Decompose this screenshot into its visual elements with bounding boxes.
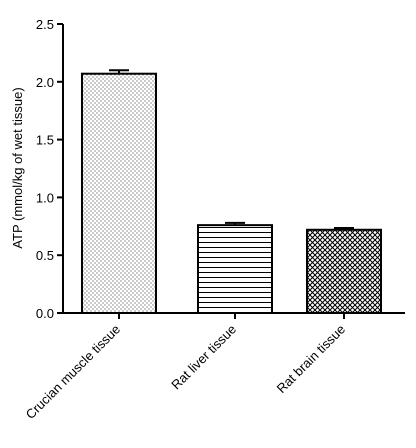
x-category-label: Rat brain tissue (274, 322, 348, 396)
bars (81, 69, 382, 315)
bar (81, 72, 157, 315)
bar (306, 228, 382, 315)
y-tick-label: 2.5 (36, 17, 54, 32)
x-category-label: Rat liver tissue (168, 322, 239, 393)
y-tick-label: 0.0 (36, 306, 54, 321)
x-axis-labels: Crucian muscle tissue Rat liver tissue Rat… (23, 313, 348, 423)
y-tick-label: 0.5 (36, 248, 54, 263)
y-tick-label: 2.0 (36, 75, 54, 90)
y-tick-label: 1.0 (36, 190, 54, 205)
bar (197, 224, 273, 314)
y-axis-title: ATP (mmol/kg of wet tissue) (10, 87, 25, 248)
y-tick-label: 1.5 (36, 133, 54, 148)
x-category-label: Crucian muscle tissue (23, 322, 124, 423)
